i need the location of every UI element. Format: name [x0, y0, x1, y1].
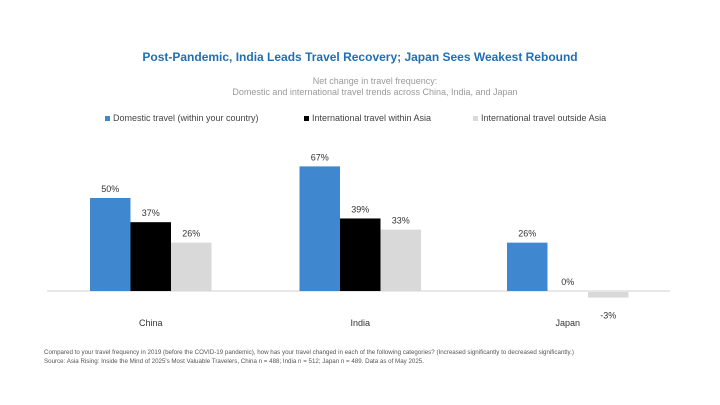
footnote: Compared to your travel frequency in 201… — [44, 348, 574, 366]
data-label-india-2: 33% — [392, 216, 410, 226]
category-label-japan: Japan — [555, 318, 580, 328]
bar-india-0 — [299, 166, 340, 291]
bar-india-1 — [340, 218, 381, 291]
data-label-india-0: 67% — [311, 152, 329, 162]
category-label-india: India — [350, 318, 370, 328]
bar-japan-2 — [588, 292, 629, 298]
legend-item-intl-within-asia: International travel within Asia — [304, 113, 431, 123]
bar-china-2 — [171, 242, 212, 291]
data-label-china-0: 50% — [101, 184, 119, 194]
data-label-china-2: 26% — [182, 229, 200, 239]
legend-swatch-domestic — [105, 115, 110, 121]
data-label-japan-2: -3% — [600, 311, 616, 321]
data-label-china-1: 37% — [142, 208, 160, 218]
footnote-question: Compared to your travel frequency in 201… — [44, 349, 574, 356]
bar-india-2 — [380, 229, 421, 291]
legend-item-intl-outside-asia: International travel outside Asia — [473, 113, 606, 123]
category-label-china: China — [139, 318, 163, 328]
legend-swatch-intl-within-asia — [304, 115, 309, 121]
data-label-japan-1: 0% — [561, 277, 574, 287]
bar-china-1 — [130, 222, 171, 291]
chart-title: Post-Pandemic, India Leads Travel Recove… — [142, 50, 578, 64]
chart-legend: Domestic travel (within your country) In… — [0, 113, 720, 125]
data-label-india-1: 39% — [351, 204, 369, 214]
legend-label-domestic: Domestic travel (within your country) — [113, 113, 259, 123]
chart-subtitle: Net change in travel frequency: Domestic… — [0, 76, 720, 98]
legend-item-domestic: Domestic travel (within your country) — [105, 113, 259, 123]
data-label-japan-0: 26% — [518, 229, 536, 239]
legend-swatch-intl-outside-asia — [473, 115, 478, 121]
subtitle-line-2: Domestic and international travel trends… — [232, 87, 518, 97]
legend-label-intl-outside-asia: International travel outside Asia — [481, 113, 607, 123]
bar-japan-0 — [507, 242, 548, 291]
subtitle-line-1: Net change in travel frequency: — [312, 76, 438, 86]
footnote-source: Source: Asia Rising: Inside the Mind of … — [44, 358, 424, 365]
bar-china-0 — [90, 198, 131, 291]
legend-label-intl-within-asia: International travel within Asia — [312, 113, 432, 123]
